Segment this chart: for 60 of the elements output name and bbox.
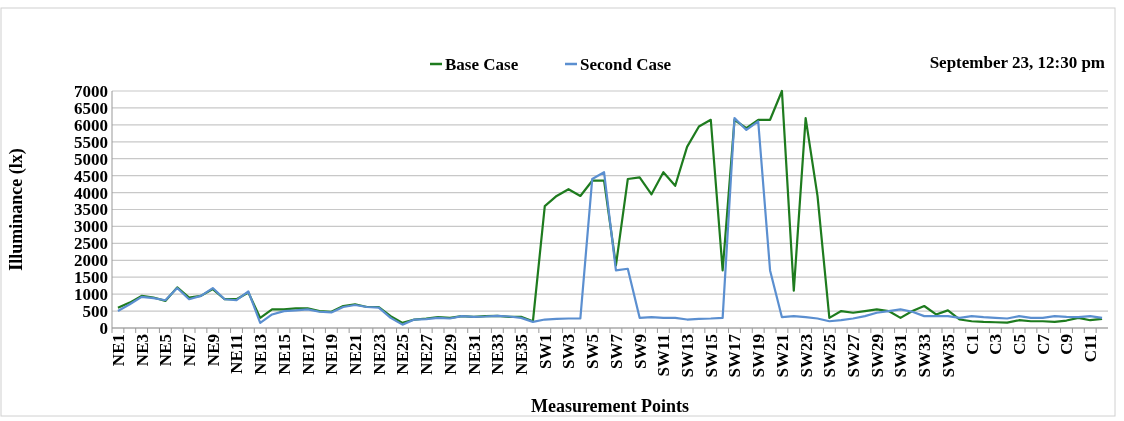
x-tick-label: SW19 <box>749 334 769 378</box>
y-tick-label: 7000 <box>74 81 108 101</box>
x-tick-label: SW23 <box>796 334 816 378</box>
x-tick-label: NE19 <box>322 334 342 375</box>
x-tick-label: NE17 <box>298 333 318 375</box>
legend-label: Second Case <box>580 55 672 74</box>
y-tick-label: 4500 <box>74 166 108 186</box>
y-tick-label: 1500 <box>74 268 108 288</box>
x-tick-label: SW3 <box>559 334 579 369</box>
x-tick-label: NE29 <box>440 334 460 375</box>
x-tick-label: C5 <box>1010 334 1030 355</box>
x-axis-title: Measurement Points <box>530 396 690 416</box>
y-tick-label: 4000 <box>74 183 108 203</box>
x-tick-label: SW1 <box>535 334 555 369</box>
x-tick-label: C3 <box>986 334 1006 355</box>
x-tick-label: NE31 <box>464 334 484 375</box>
x-tick-label: SW27 <box>844 333 864 378</box>
x-tick-label: SW21 <box>772 334 792 378</box>
text: September 23, 12:30 pm <box>929 53 1105 72</box>
x-tick-label: SW33 <box>915 334 935 378</box>
x-tick-label: NE7 <box>180 333 200 367</box>
x-tick-label: NE35 <box>512 334 532 375</box>
y-axis-title: Illuminance (lx) <box>6 148 27 271</box>
legend-label: Base Case <box>445 55 519 74</box>
x-tick-label: NE3 <box>132 334 152 367</box>
x-tick-label: NE21 <box>346 334 366 375</box>
x-tick-label: NE5 <box>156 334 176 367</box>
y-tick-label: 3000 <box>74 217 108 237</box>
x-tick-label: SW5 <box>583 334 603 369</box>
x-tick-label: SW25 <box>820 334 840 378</box>
x-tick-label: SW35 <box>938 334 958 378</box>
x-tick-label: SW29 <box>867 334 887 378</box>
y-tick-label: 2500 <box>74 234 108 254</box>
x-tick-label: SW7 <box>606 333 626 369</box>
x-tick-label: SW17 <box>725 333 745 378</box>
x-tick-label: SW15 <box>701 334 721 378</box>
x-tick-label: C1 <box>962 334 982 355</box>
x-tick-label: C11 <box>1081 334 1101 363</box>
x-tick-label: NE11 <box>227 334 247 374</box>
x-tick-label: SW13 <box>678 334 698 378</box>
x-tick-label: C9 <box>1057 334 1077 355</box>
x-tick-label: NE27 <box>417 333 437 375</box>
y-tick-label: 5000 <box>74 149 108 169</box>
x-tick-label: NE23 <box>369 334 389 375</box>
x-tick-label: NE15 <box>274 334 294 375</box>
y-tick-label: 2000 <box>74 251 108 271</box>
x-tick-label: NE33 <box>488 334 508 375</box>
x-tick-label: NE1 <box>108 334 128 367</box>
x-tick-label: NE25 <box>393 334 413 375</box>
y-tick-label: 1000 <box>74 285 108 305</box>
y-tick-label: 6500 <box>74 98 108 118</box>
y-tick-label: 6000 <box>74 115 108 135</box>
x-tick-label: NE9 <box>203 334 223 367</box>
x-tick-label: C7 <box>1033 333 1053 355</box>
x-tick-label: SW11 <box>654 334 674 377</box>
x-tick-label: SW9 <box>630 334 650 369</box>
x-tick-label: NE13 <box>251 334 271 375</box>
y-tick-label: 3500 <box>74 200 108 220</box>
x-tick-label: SW31 <box>891 334 911 378</box>
y-tick-label: 5500 <box>74 132 108 152</box>
